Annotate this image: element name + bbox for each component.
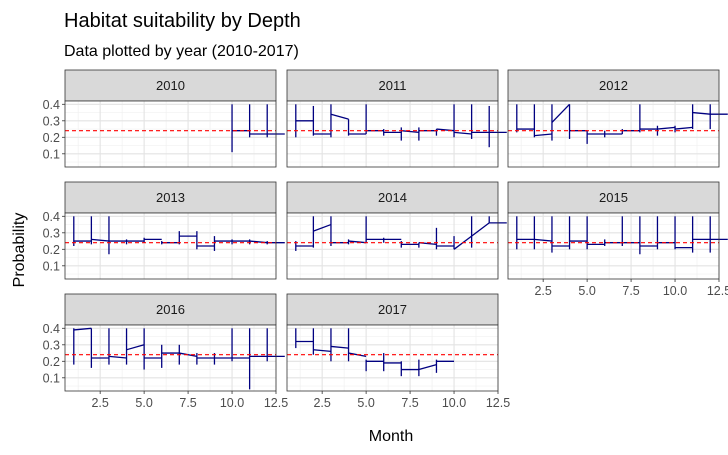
plot-background xyxy=(287,325,498,391)
facet-panel-2016: 2016 xyxy=(64,293,285,392)
data-series-line xyxy=(313,349,332,353)
chart-title: Habitat suitability by Depth xyxy=(64,10,301,32)
facet-panel-2015: 2015 xyxy=(507,181,728,280)
data-series-line xyxy=(692,111,711,115)
data-series-line xyxy=(471,222,490,237)
plot-background xyxy=(287,213,498,279)
data-series-line xyxy=(674,126,693,130)
x-tick-label: 7.5 xyxy=(622,284,639,298)
data-series-line xyxy=(418,363,437,371)
y-tick-label: 0.1 xyxy=(43,147,60,161)
data-series-line xyxy=(73,327,92,331)
plot-background xyxy=(508,213,719,279)
x-tick-label: 10.0 xyxy=(442,396,466,410)
data-series-line xyxy=(401,130,419,133)
x-tick-label: 5.0 xyxy=(578,284,595,298)
facet-strip-label: 2017 xyxy=(378,302,407,317)
panel-border xyxy=(64,212,277,280)
panel-border xyxy=(64,324,277,392)
data-series-line xyxy=(330,113,349,120)
panel-border xyxy=(286,100,499,168)
panel-border xyxy=(64,100,277,168)
data-series-line xyxy=(551,103,571,123)
data-series-line xyxy=(91,238,110,242)
facet-panel-2012: 2012 xyxy=(507,69,728,168)
y-axis-title: Probability xyxy=(11,213,28,288)
data-series-line xyxy=(108,355,127,359)
facet-strip-label: 2016 xyxy=(156,302,185,317)
data-series-line xyxy=(330,345,349,349)
x-axis-title: Month xyxy=(369,428,413,445)
x-axis-2017: 2.5 5.0 7.5 10.0 12.5 xyxy=(313,391,510,410)
x-axis-2016: 2.5 5.0 7.5 10.0 12.5 xyxy=(91,391,288,410)
y-tick-label: 0.1 xyxy=(43,259,60,273)
plot-background xyxy=(65,213,276,279)
facet-panel-2014: 2014 xyxy=(286,181,507,280)
x-tick-label: 2.5 xyxy=(534,284,551,298)
chart-subtitle: Data plotted by year (2010-2017) xyxy=(64,43,299,60)
y-tick-label: 0.1 xyxy=(43,371,60,385)
facet-strip-label: 2015 xyxy=(599,190,628,205)
x-tick-label: 5.0 xyxy=(357,396,374,410)
x-tick-label: 12.5 xyxy=(264,396,288,410)
facet-strip xyxy=(64,293,277,326)
x-tick-label: 12.5 xyxy=(486,396,510,410)
y-axis-row-2: 0.1 0.2 0.3 0.4 xyxy=(43,210,65,273)
x-tick-label: 12.5 xyxy=(707,284,728,298)
facet-panel-2011: 2011 xyxy=(286,69,507,168)
data-series-line xyxy=(534,238,553,242)
y-tick-label: 0.3 xyxy=(43,338,60,352)
data-series-line xyxy=(453,131,472,135)
facet-strip-label: 2010 xyxy=(156,78,185,93)
facet-strip xyxy=(507,181,720,214)
x-tick-label: 2.5 xyxy=(91,396,108,410)
y-axes: 0.1 0.2 0.3 0.4 0.1 0.2 0.3 0.4 0.1 0.2 0.3 0.4 xyxy=(43,98,65,385)
x-tick-label: 5.0 xyxy=(135,396,152,410)
facet-strip xyxy=(286,69,499,102)
y-axis-row-1: 0.1 0.2 0.3 0.4 xyxy=(43,98,65,161)
y-tick-label: 0.3 xyxy=(43,114,60,128)
facet-strip xyxy=(507,69,720,102)
panel-border xyxy=(286,212,499,280)
data-series-line xyxy=(313,223,332,232)
facet-strip xyxy=(64,69,277,102)
y-tick-label: 0.4 xyxy=(43,210,60,224)
y-tick-label: 0.2 xyxy=(43,243,60,257)
facet-panels: 2010 2011 2012 2013 2014 2015 2016 2017 xyxy=(64,69,728,392)
y-tick-label: 0.4 xyxy=(43,322,60,336)
x-axis-2015: 2.5 5.0 7.5 10.0 12.5 xyxy=(534,279,728,298)
y-axis-row-3: 0.1 0.2 0.3 0.4 xyxy=(43,322,65,385)
panel-border xyxy=(507,212,720,280)
data-series-line xyxy=(179,352,197,357)
x-axes: 2.5 5.0 7.5 10.0 12.5 2.5 5.0 7.5 10.0 12.5 2.5 5.0… xyxy=(91,279,728,410)
facet-strip xyxy=(286,181,499,214)
y-tick-label: 0.2 xyxy=(43,131,60,145)
facet-strip xyxy=(286,293,499,326)
data-series-line xyxy=(126,344,145,351)
x-tick-label: 10.0 xyxy=(220,396,244,410)
y-tick-label: 0.4 xyxy=(43,98,60,112)
facet-strip-label: 2011 xyxy=(379,78,407,93)
facet-strip-label: 2012 xyxy=(599,78,628,93)
facet-strip xyxy=(64,181,277,214)
y-tick-label: 0.2 xyxy=(43,355,60,369)
facet-panel-2010: 2010 xyxy=(64,69,285,168)
x-tick-label: 7.5 xyxy=(401,396,418,410)
x-tick-label: 2.5 xyxy=(313,396,330,410)
x-tick-label: 7.5 xyxy=(179,396,196,410)
data-series-line xyxy=(534,133,553,137)
plot-background xyxy=(65,101,276,167)
facet-panel-2013: 2013 xyxy=(64,181,285,280)
panel-border xyxy=(507,100,720,168)
panel-border xyxy=(286,324,499,392)
data-series-line xyxy=(657,126,676,130)
data-series-line xyxy=(348,240,367,244)
facet-strip-label: 2014 xyxy=(378,190,407,205)
y-tick-label: 0.3 xyxy=(43,226,60,240)
facet-strip-label: 2013 xyxy=(156,190,185,205)
facet-panel-2017: 2017 xyxy=(286,293,499,392)
x-tick-label: 10.0 xyxy=(663,284,687,298)
